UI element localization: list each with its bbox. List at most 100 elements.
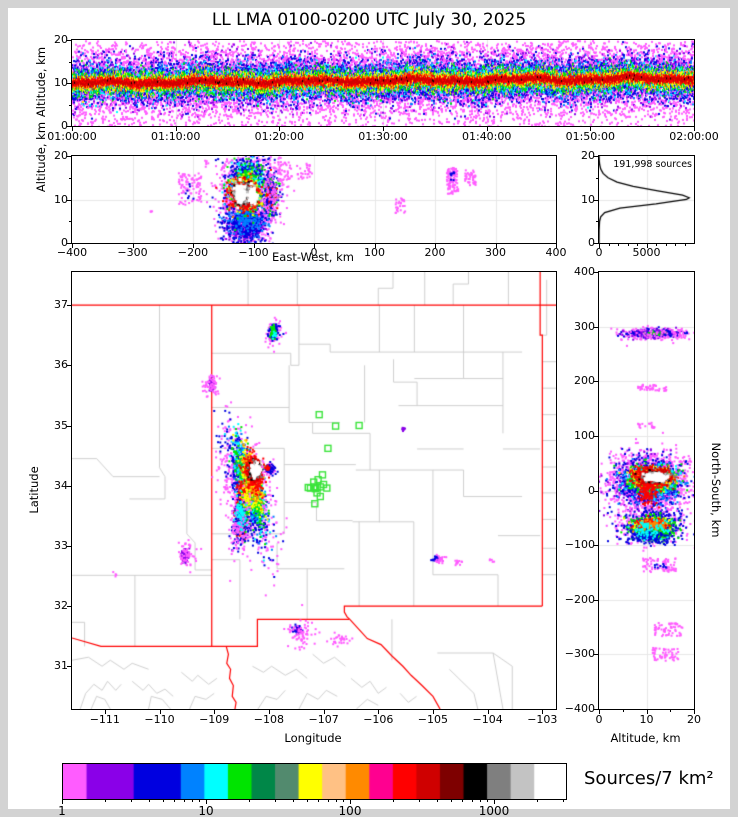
tick — [646, 710, 648, 714]
tick-label: 0 — [588, 236, 595, 249]
tick — [594, 490, 598, 492]
tick — [374, 244, 376, 248]
tick — [249, 799, 251, 802]
tick — [174, 799, 176, 802]
tick — [67, 243, 71, 244]
tick — [494, 799, 495, 804]
tick — [594, 156, 598, 157]
tick — [69, 177, 71, 179]
tick — [383, 127, 384, 131]
tick-label: −300 — [564, 647, 595, 661]
tick-label: 10 — [639, 713, 654, 726]
tick-label: 300 — [485, 246, 506, 259]
tick — [274, 799, 276, 802]
tick-label: 02:00:00 — [669, 130, 719, 143]
tick — [323, 710, 325, 714]
tick — [694, 710, 695, 714]
tick-label: 200 — [424, 246, 446, 259]
tick — [67, 126, 71, 127]
tick — [608, 244, 610, 246]
tick-label: 5000 — [632, 246, 661, 259]
tick-label: −109 — [199, 713, 230, 726]
tick — [67, 199, 71, 201]
tick-label: 100 — [364, 246, 385, 259]
tick-label: 200 — [574, 374, 595, 388]
tick — [694, 127, 695, 131]
tick — [556, 244, 557, 248]
tick-label: 37 — [54, 298, 68, 312]
colorbar-title: Sources/7 km² — [584, 768, 714, 789]
panel-e-ylabel: North-South, km — [709, 442, 723, 538]
tick — [627, 244, 629, 246]
tick — [327, 799, 329, 802]
alt-histogram-plot — [599, 156, 694, 243]
colorbar-gradient — [63, 764, 566, 799]
panel-map — [71, 271, 557, 710]
tick — [62, 799, 63, 804]
tick — [206, 799, 207, 804]
tick-label: 01:40:00 — [461, 130, 512, 143]
tick — [594, 545, 598, 547]
tick-label: 20 — [687, 713, 701, 726]
tick-label: −110 — [144, 713, 175, 726]
tick — [596, 221, 598, 223]
colorbar-tick-label: 10 — [198, 804, 214, 817]
tick — [562, 799, 564, 802]
panel-ew-height — [71, 155, 557, 244]
tick — [599, 244, 600, 248]
tick — [69, 221, 71, 223]
tick — [594, 654, 598, 656]
tick — [350, 799, 351, 804]
figure-title: LL LMA 0100-0200 UTC July 30, 2025 — [211, 10, 527, 30]
colorbar-tick-label: 1000 — [478, 804, 510, 817]
tick — [480, 799, 481, 802]
tick-label: 300 — [574, 319, 595, 333]
tick — [622, 710, 624, 712]
tick — [314, 244, 315, 248]
tick — [67, 156, 71, 157]
tick-label: 0 — [588, 483, 595, 497]
tick — [684, 244, 686, 246]
tick — [132, 244, 134, 248]
tick — [450, 799, 452, 802]
tick-label: 0 — [310, 246, 318, 259]
tick-label: 0 — [61, 236, 68, 249]
tick — [594, 199, 598, 201]
tick — [192, 799, 193, 802]
tick-label: 0 — [61, 119, 68, 132]
map-plot — [72, 272, 556, 709]
tick — [67, 305, 71, 307]
tick-label: 01:20:00 — [254, 130, 304, 143]
tick — [72, 244, 73, 248]
tick-label: −108 — [253, 713, 284, 726]
tick — [67, 365, 71, 367]
tick — [69, 61, 71, 63]
tick — [214, 710, 216, 714]
tick — [486, 127, 488, 131]
tick — [594, 243, 598, 244]
tick-label: 20 — [54, 33, 68, 46]
tick-label: −400 — [56, 246, 88, 259]
tick-label: 32 — [54, 599, 68, 613]
time-height-plot — [72, 40, 694, 126]
tick — [159, 710, 161, 714]
panel-b-xlabel: East-West, km — [272, 250, 354, 264]
tick — [432, 710, 434, 714]
tick — [495, 244, 497, 248]
tick-label: 31 — [54, 659, 68, 673]
tick — [675, 244, 676, 246]
tick — [594, 381, 598, 383]
tick — [175, 127, 177, 131]
tick — [436, 799, 438, 802]
tick-label: 01:30:00 — [358, 130, 408, 143]
tick-label: −200 — [177, 246, 209, 259]
tick — [418, 799, 420, 802]
tick-label: 01:00:00 — [47, 130, 97, 143]
tick — [542, 710, 544, 714]
tick-label: 400 — [574, 265, 595, 278]
tick — [665, 244, 667, 246]
tick — [599, 710, 600, 714]
tick — [104, 710, 106, 714]
tick — [69, 104, 71, 106]
tick — [162, 799, 164, 802]
